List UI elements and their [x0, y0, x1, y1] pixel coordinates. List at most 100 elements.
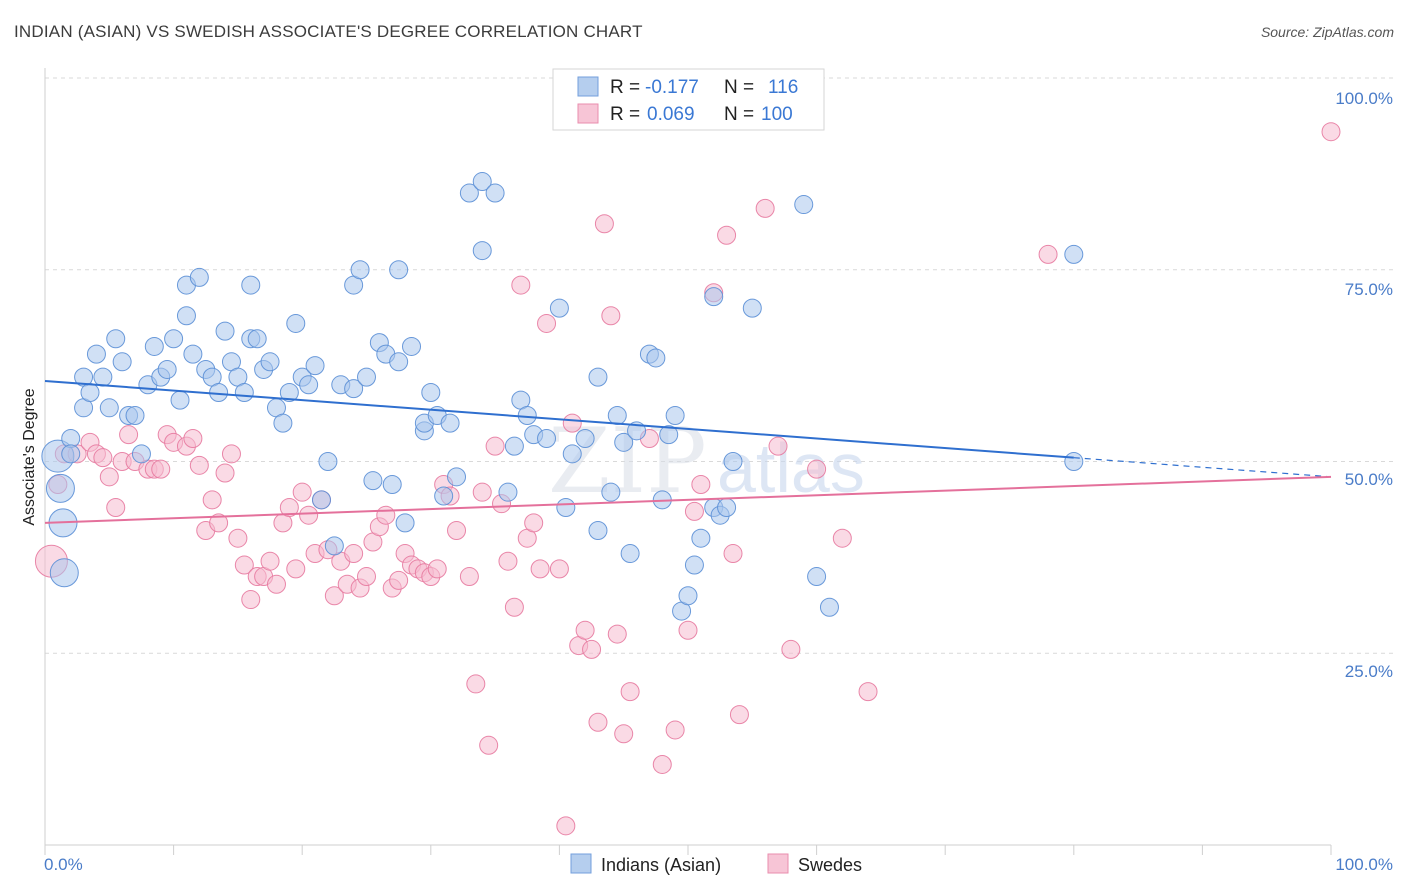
swedes-point — [479, 735, 499, 755]
bottom-legend-swatch-indians — [570, 853, 592, 874]
indians-point — [794, 195, 814, 215]
swedes-point — [556, 816, 576, 836]
indians-point — [659, 425, 679, 445]
swedes-point — [858, 682, 878, 702]
y-tick-label-75: 75.0% — [1345, 280, 1393, 299]
indians-point — [819, 597, 839, 617]
swedes-point — [209, 513, 229, 533]
chart-source: Source: ZipAtlas.com — [1260, 24, 1394, 40]
indians-point — [61, 444, 81, 464]
indians-point — [607, 405, 627, 425]
swedes-point — [504, 597, 524, 617]
swedes-point — [241, 590, 261, 610]
swedes-point — [582, 639, 602, 659]
indians-point — [807, 567, 827, 587]
swedes-point — [498, 551, 518, 571]
swedes-point — [286, 559, 306, 579]
indians-point — [183, 344, 203, 364]
swedes-point — [807, 459, 827, 479]
swedes-point — [652, 754, 672, 774]
swedes-point — [723, 544, 743, 564]
indians-point — [389, 260, 409, 280]
indians-point — [144, 336, 164, 356]
indians-point — [646, 348, 666, 368]
indians-point — [311, 490, 331, 510]
swedes-point — [189, 455, 209, 475]
indians-point — [382, 475, 402, 495]
indians-point — [498, 482, 518, 502]
bottom-legend-label-indians: Indians (Asian) — [601, 855, 721, 875]
swedes-point — [614, 724, 634, 744]
bottom-legend: Indians (Asian) Swedes — [570, 853, 862, 875]
indians-point — [395, 513, 415, 533]
swedes-point — [511, 275, 531, 295]
indians-point — [80, 382, 100, 402]
swedes-point — [729, 705, 749, 725]
swedes-point — [228, 528, 248, 548]
indians-point — [49, 558, 79, 588]
swedes-point — [832, 528, 852, 548]
indians-point — [99, 398, 119, 418]
swedes-point — [768, 436, 788, 456]
indians-point — [472, 241, 492, 261]
swedes-point — [447, 521, 467, 541]
indians-point — [1064, 244, 1084, 264]
swedes-point — [119, 425, 139, 445]
indians-point — [273, 413, 293, 433]
indians-point — [434, 486, 454, 506]
swedes-point — [324, 586, 344, 606]
swedes-point — [466, 674, 486, 694]
swedes-point — [588, 712, 608, 732]
swedes-point — [202, 490, 222, 510]
trendline-indians-extension — [1073, 457, 1332, 478]
swedes-point — [234, 555, 254, 575]
series-indians-points — [41, 172, 1084, 621]
indians-point — [318, 452, 338, 471]
indians-point — [742, 298, 762, 318]
indians-point — [704, 287, 724, 307]
swedes-point — [665, 720, 685, 740]
indians-point — [131, 444, 151, 464]
indians-point — [125, 405, 145, 425]
swedes-point — [266, 574, 286, 594]
indians-point — [620, 544, 640, 564]
swedes-point — [299, 505, 319, 525]
indians-point — [614, 432, 634, 452]
legend-swatch-swedes — [577, 103, 599, 124]
indians-point — [260, 352, 280, 372]
swedes-point — [344, 544, 364, 564]
trend-lines — [44, 379, 1332, 524]
swedes-point — [717, 225, 737, 245]
swedes-point — [575, 620, 595, 640]
swedes-point — [691, 475, 711, 495]
indians-point — [678, 586, 698, 606]
y-tick-label-100: 100.0% — [1335, 89, 1393, 108]
swedes-point — [215, 463, 235, 483]
swedes-point — [99, 467, 119, 487]
indians-point — [164, 329, 184, 349]
indians-point — [170, 390, 190, 410]
bottom-legend-label-swedes: Swedes — [798, 855, 862, 875]
indians-point — [389, 352, 409, 372]
swedes-point — [260, 551, 280, 571]
indians-point — [575, 428, 595, 448]
legend-r-label-1: R = — [610, 77, 640, 98]
indians-point — [241, 275, 261, 295]
indians-point — [421, 382, 441, 402]
swedes-point — [279, 498, 299, 518]
indians-point — [549, 298, 569, 318]
y-axis-title: Associate's Degree — [21, 388, 38, 525]
indians-point — [684, 555, 704, 575]
swedes-point — [620, 682, 640, 702]
indians-point — [723, 452, 743, 471]
indians-point — [45, 473, 75, 503]
indians-point — [537, 428, 557, 448]
indians-point — [601, 482, 621, 502]
indians-point — [562, 444, 582, 464]
indians-point — [157, 359, 177, 379]
swedes-point — [530, 559, 550, 579]
indians-point — [472, 172, 492, 192]
indians-point — [247, 329, 267, 349]
indians-point — [279, 382, 299, 402]
indians-point — [176, 306, 196, 326]
